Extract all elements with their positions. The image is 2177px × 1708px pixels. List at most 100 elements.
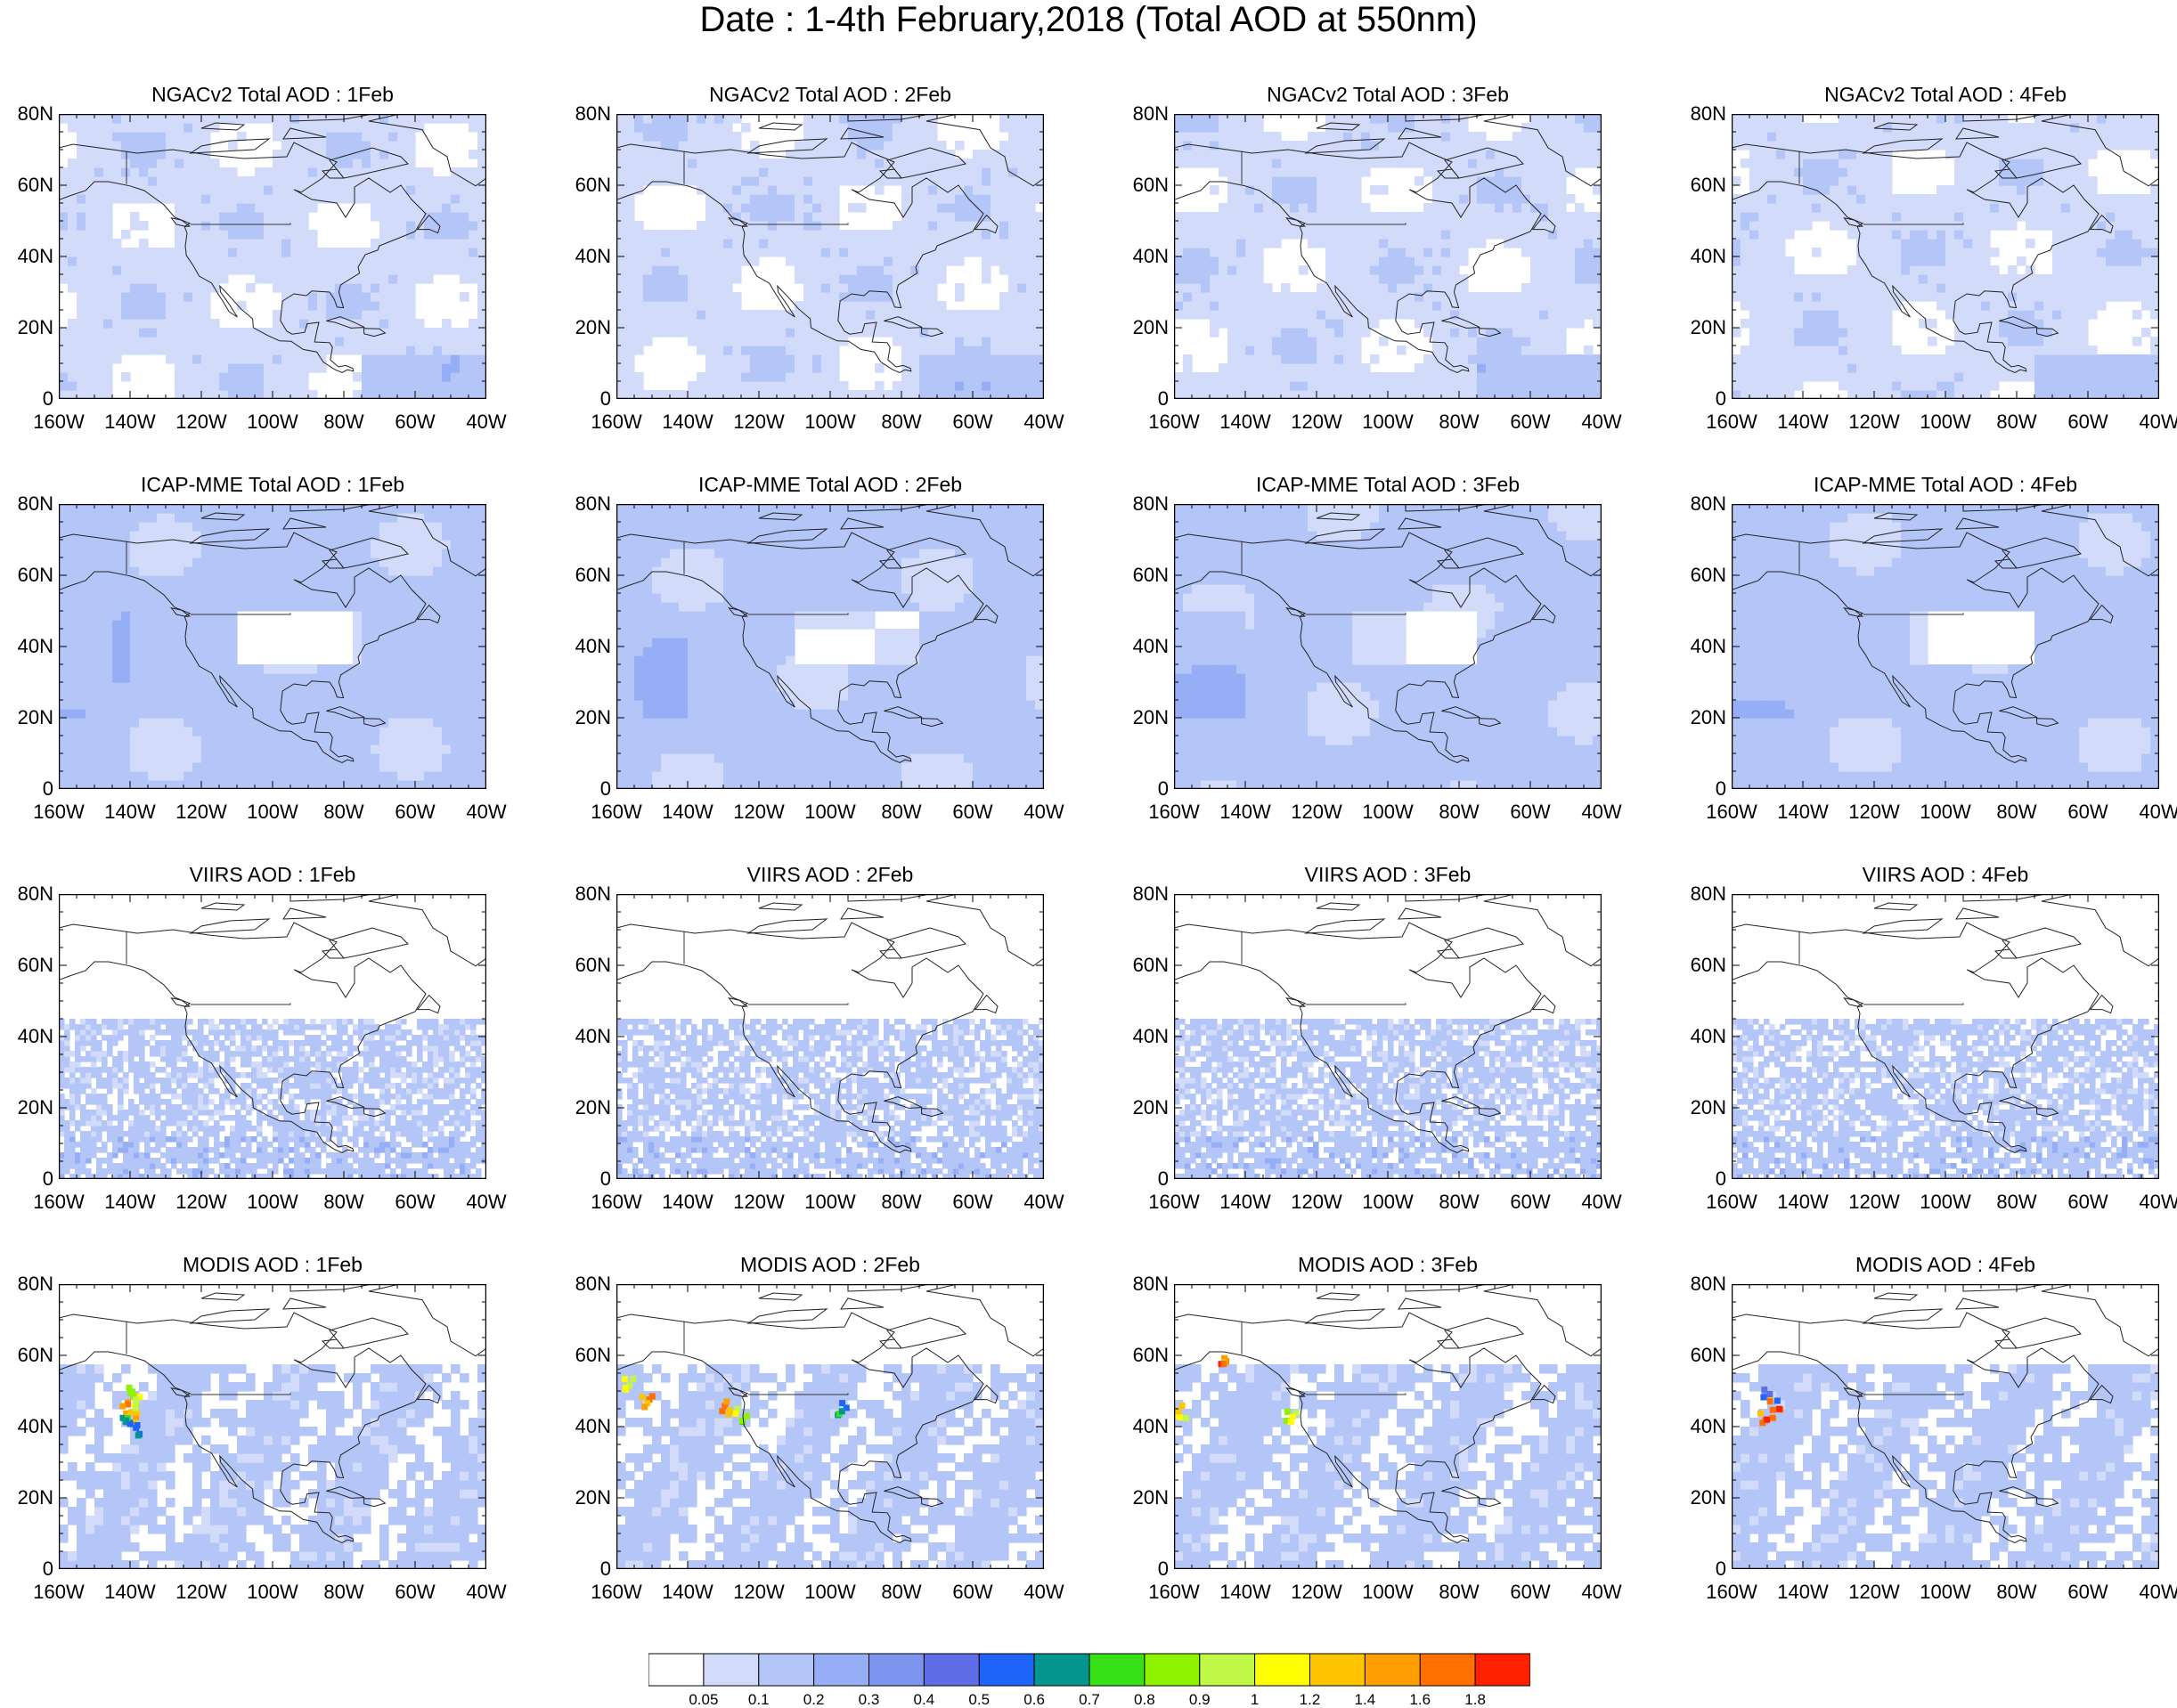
lon-tick-label: 40W: [451, 801, 522, 823]
panel-title: VIIRS AOD : 3Feb: [1174, 863, 1602, 886]
lat-tick-label: 80N: [9, 493, 53, 515]
aod-field: [59, 1019, 486, 1179]
lon-tick-label: 120W: [166, 1192, 237, 1213]
lat-tick-label: 60N: [1682, 1345, 1726, 1366]
lat-tick-label: 0: [567, 388, 611, 410]
lat-tick-label: 20N: [1682, 317, 1726, 338]
aod-field: [616, 504, 1044, 789]
lon-tick-label: 60W: [937, 1582, 1008, 1603]
aod-field: [616, 1364, 1044, 1569]
figure-title: Date : 1-4th February,2018 (Total AOD at…: [0, 0, 2177, 39]
lon-tick-label: 120W: [1281, 411, 1352, 433]
lon-tick-label: 40W: [1008, 801, 1080, 823]
lat-tick-label: 40N: [9, 1026, 53, 1047]
coastline: [1732, 894, 2159, 1153]
tick-marks: [616, 114, 1044, 399]
lat-tick-label: 60N: [1682, 175, 1726, 196]
lon-tick-label: 100W: [1352, 1192, 1423, 1213]
panel-title: ICAP-MME Total AOD : 4Feb: [1732, 473, 2159, 496]
lat-tick-label: 0: [9, 1168, 53, 1190]
lon-tick-label: 100W: [795, 1582, 866, 1603]
colorbar-label: 0.1: [737, 1692, 781, 1708]
lat-tick-label: 0: [1124, 1558, 1169, 1580]
lon-tick-label: 140W: [94, 801, 166, 823]
lat-tick-label: 20N: [9, 317, 53, 338]
lon-tick-label: 140W: [652, 801, 723, 823]
lon-tick-label: 140W: [652, 1192, 723, 1213]
aod-map: [1174, 504, 1602, 789]
lon-tick-label: 140W: [1210, 411, 1281, 433]
coastline: [616, 894, 1044, 1153]
lon-tick-label: 80W: [1981, 411, 2052, 433]
lon-tick-label: 100W: [795, 411, 866, 433]
lon-tick-label: 160W: [1138, 801, 1210, 823]
lon-tick-label: 40W: [1566, 801, 1637, 823]
lat-tick-label: 80N: [1682, 103, 1726, 125]
lon-tick-label: 140W: [1767, 1582, 1839, 1603]
lat-tick-label: 60N: [1124, 955, 1169, 976]
aod-map: [616, 894, 1044, 1179]
lat-tick-label: 40N: [1124, 1026, 1169, 1047]
tick-marks: [1732, 1284, 2159, 1569]
lat-tick-label: 40N: [9, 246, 53, 267]
lat-tick-label: 20N: [1124, 317, 1169, 338]
lat-tick-label: 20N: [567, 317, 611, 338]
lat-tick-label: 40N: [1124, 246, 1169, 267]
colorbar-swatch: [1254, 1653, 1310, 1687]
lat-tick-label: 60N: [1682, 955, 1726, 976]
lat-tick-label: 0: [1682, 1558, 1726, 1580]
colorbar-swatch: [813, 1653, 870, 1687]
lon-tick-label: 80W: [308, 1582, 379, 1603]
lon-tick-label: 60W: [1495, 1582, 1566, 1603]
tick-marks: [59, 114, 486, 399]
colorbar-label: 0.8: [1122, 1692, 1167, 1708]
aod-map: [1732, 894, 2159, 1179]
lat-tick-label: 40N: [9, 636, 53, 657]
lon-tick-label: 80W: [1981, 801, 2052, 823]
lon-tick-label: 40W: [451, 1582, 522, 1603]
aod-map: [616, 1284, 1044, 1569]
panel-title: MODIS AOD : 1Feb: [59, 1253, 486, 1276]
lat-tick-label: 80N: [1682, 883, 1726, 905]
lat-tick-label: 40N: [1124, 636, 1169, 657]
lon-tick-label: 60W: [379, 411, 451, 433]
colorbar-swatch: [648, 1653, 705, 1687]
aod-field: [59, 504, 486, 789]
colorbar-label: 0.5: [957, 1692, 1001, 1708]
lat-tick-label: 40N: [1682, 1416, 1726, 1437]
lat-tick-label: 80N: [1682, 1273, 1726, 1295]
lon-tick-label: 80W: [1981, 1582, 2052, 1603]
lon-tick-label: 100W: [795, 801, 866, 823]
lon-tick-label: 40W: [451, 411, 522, 433]
aod-map: [1174, 114, 1602, 399]
aod-map: [1732, 114, 2159, 399]
colorbar-label: 1.8: [1453, 1692, 1497, 1708]
lat-tick-label: 80N: [567, 1273, 611, 1295]
lon-tick-label: 100W: [1910, 1582, 1981, 1603]
coastline: [616, 504, 1044, 763]
lat-tick-label: 80N: [1124, 883, 1169, 905]
aod-map: [1732, 1284, 2159, 1569]
tick-marks: [616, 1284, 1044, 1569]
aod-map: [59, 504, 486, 789]
aod-field: [1732, 504, 2159, 789]
lat-tick-label: 80N: [1124, 1273, 1169, 1295]
lon-tick-label: 40W: [1566, 1582, 1637, 1603]
panel-title: NGACv2 Total AOD : 4Feb: [1732, 83, 2159, 106]
lat-tick-label: 60N: [9, 175, 53, 196]
lat-tick-label: 80N: [1682, 493, 1726, 515]
lat-tick-label: 40N: [567, 246, 611, 267]
tick-marks: [1174, 114, 1602, 399]
lon-tick-label: 80W: [308, 801, 379, 823]
lon-tick-label: 120W: [166, 801, 237, 823]
lon-tick-label: 140W: [1767, 411, 1839, 433]
colorbar-label: 0.05: [681, 1692, 726, 1708]
colorbar-label: 1.6: [1398, 1692, 1442, 1708]
lat-tick-label: 20N: [1124, 1487, 1169, 1509]
panel-title: VIIRS AOD : 2Feb: [616, 863, 1044, 886]
colorbar-swatch: [978, 1653, 1035, 1687]
lat-tick-label: 60N: [1682, 565, 1726, 586]
panel-title: VIIRS AOD : 4Feb: [1732, 863, 2159, 886]
panel-title: VIIRS AOD : 1Feb: [59, 863, 486, 886]
lon-tick-label: 120W: [723, 801, 795, 823]
